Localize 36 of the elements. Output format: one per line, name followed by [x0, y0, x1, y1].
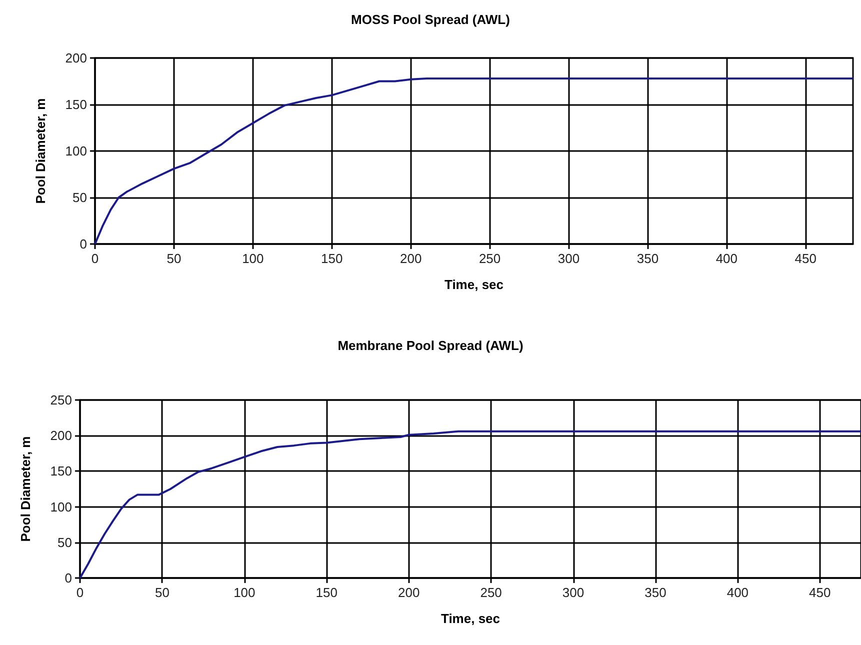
x-tick-label: 300	[562, 585, 584, 600]
x-axis-title: Time, sec	[444, 277, 504, 292]
x-tick-label: 250	[478, 251, 501, 266]
y-tick-label: 0	[80, 236, 87, 252]
chart-title: Membrane Pool Spread (AWL)	[338, 338, 524, 353]
chart-title: MOSS Pool Spread (AWL)	[351, 12, 510, 27]
x-tick-label: 350	[644, 585, 666, 600]
y-tick-label: 200	[50, 428, 72, 444]
y-tick-label: 50	[58, 534, 72, 550]
y-tick-label: 100	[65, 144, 87, 158]
y-axis-title: Pool Diameter, m	[33, 98, 48, 204]
y-tick-label: 50	[72, 190, 87, 205]
x-tick-label: 200	[400, 251, 422, 266]
y-tick-label: 150	[65, 97, 87, 112]
x-tick-label: 150	[321, 251, 343, 266]
x-tick-label: 450	[794, 251, 816, 266]
x-tick-label: 350	[636, 251, 659, 266]
y-tick-label: 0	[64, 570, 72, 586]
x-tick-label: 400	[726, 585, 749, 600]
x-tick-label: 300	[558, 251, 580, 266]
x-tick-label: 0	[91, 251, 99, 266]
x-tick-label: 150	[316, 585, 338, 600]
x-tick-label: 400	[716, 251, 738, 266]
x-tick-label: 200	[398, 585, 420, 600]
x-axis-title: Time, sec	[440, 611, 500, 626]
y-tick-label: 250	[50, 392, 72, 408]
x-tick-label: 100	[242, 251, 264, 266]
x-tick-label: 450	[809, 585, 831, 600]
x-tick-label: 250	[480, 585, 502, 600]
x-tick-label: 100	[234, 585, 256, 600]
x-tick-label: 50	[166, 251, 182, 266]
x-tick-label: 50	[154, 585, 170, 600]
y-tick-label: 100	[50, 499, 72, 514]
y-tick-label: 150	[50, 464, 72, 479]
y-axis-title: Pool Diameter, m	[18, 436, 33, 542]
y-tick-label: 200	[65, 50, 87, 66]
